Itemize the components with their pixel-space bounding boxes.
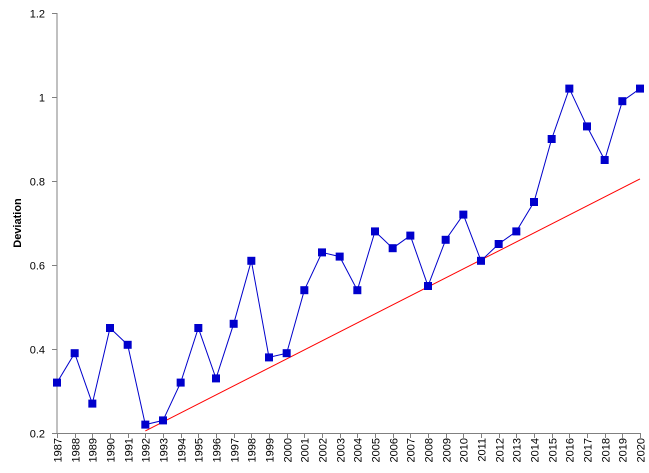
x-tick-label: 2003 — [336, 438, 348, 462]
data-point — [88, 399, 97, 408]
series-layer — [53, 84, 644, 429]
y-tick-label: 0.8 — [30, 177, 45, 189]
x-tick-label: 2002 — [318, 438, 330, 462]
data-point — [547, 135, 556, 143]
data-point — [106, 324, 114, 332]
x-tick-label: 1996 — [212, 438, 224, 462]
series-line — [56, 87, 641, 426]
data-point — [565, 84, 574, 93]
x-tick-label: 2013 — [512, 438, 524, 462]
x-tick-label: 2004 — [353, 438, 365, 462]
x-tick-label: 1992 — [141, 438, 153, 462]
y-tick-label: 0.6 — [30, 261, 45, 273]
data-point — [512, 227, 521, 236]
data-point — [229, 319, 238, 328]
data-point — [583, 122, 591, 131]
x-tick-label: 2017 — [583, 438, 595, 462]
x-tick-label: 2019 — [618, 438, 630, 462]
x-tick-label: 2010 — [459, 438, 471, 462]
x-tick-label: 2018 — [601, 438, 613, 462]
x-tick-label: 2007 — [406, 438, 418, 462]
reference-line-layer — [145, 178, 641, 432]
data-point — [265, 353, 273, 362]
x-tick-label: 1988 — [71, 438, 83, 462]
data-point — [212, 374, 220, 383]
data-point — [600, 156, 609, 164]
x-tick-label: 2020 — [636, 438, 648, 462]
data-point — [441, 235, 450, 244]
data-point — [123, 340, 132, 349]
x-tick-label: 2006 — [389, 438, 401, 462]
data-point — [282, 349, 291, 358]
data-point — [459, 210, 468, 219]
x-tick-label: 2016 — [565, 438, 577, 462]
x-tick-label: 2011 — [477, 438, 489, 462]
data-point — [70, 349, 79, 358]
y-tick-label: 0.2 — [30, 429, 45, 441]
y-axis: 0.2 0.4 0.6 0.8 1 1.2 — [30, 9, 58, 441]
y-tick-label: 0.4 — [30, 345, 45, 357]
y-axis-title: Deviation — [12, 198, 24, 248]
data-point — [300, 286, 309, 295]
data-point — [247, 256, 256, 265]
x-tick-label: 2000 — [283, 438, 295, 462]
x-tick-label: 1987 — [53, 438, 65, 462]
data-point — [388, 244, 397, 253]
data-point — [176, 378, 185, 387]
y-tick-label: 1.2 — [30, 9, 45, 21]
x-tick-label: 1990 — [106, 438, 118, 462]
x-tick-label: 2015 — [548, 438, 560, 462]
data-point — [353, 286, 362, 295]
trend-line — [145, 178, 641, 432]
data-point — [636, 84, 644, 93]
data-point — [335, 252, 344, 261]
x-tick-label: 2012 — [495, 438, 507, 462]
data-point — [141, 420, 150, 429]
data-point — [371, 227, 379, 236]
x-tick-label: 1991 — [124, 438, 136, 462]
x-tick-label: 1995 — [194, 438, 206, 462]
data-point — [477, 256, 485, 265]
x-axis: 1987 1988 1989 1990 1991 1992 1993 1994 1995 1996… — [53, 433, 648, 462]
x-tick-label: 1994 — [177, 438, 189, 462]
data-point — [530, 198, 538, 206]
x-tick-label: 1998 — [247, 438, 259, 462]
y-tick-label: 1 — [39, 93, 45, 105]
x-tick-label: 2001 — [300, 438, 312, 462]
data-point — [424, 282, 432, 290]
x-tick-label: 2009 — [442, 438, 454, 462]
x-tick-label: 1997 — [230, 438, 242, 462]
data-point — [406, 231, 415, 240]
data-point — [159, 416, 167, 425]
data-point — [618, 97, 627, 106]
x-tick-label: 2005 — [371, 438, 383, 462]
x-tick-label: 2014 — [530, 438, 542, 462]
x-tick-label: 2008 — [424, 438, 436, 462]
x-tick-label: 1993 — [159, 438, 171, 462]
x-tick-label: 1989 — [88, 438, 100, 462]
data-point — [318, 248, 326, 257]
x-tick-label: 1999 — [265, 438, 277, 462]
data-point — [494, 240, 503, 248]
data-point — [53, 378, 61, 387]
data-point — [194, 324, 203, 332]
